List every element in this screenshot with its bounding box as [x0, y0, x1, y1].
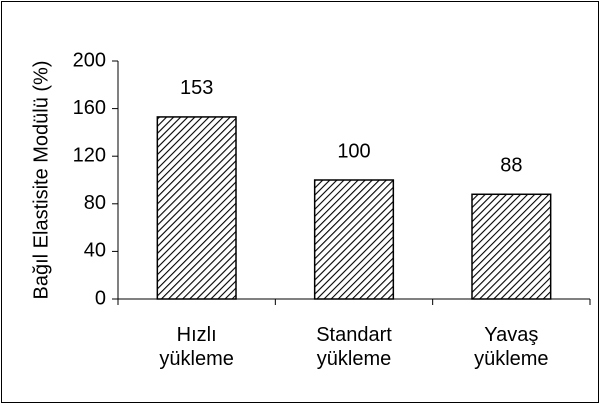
x-tick-label: Hızlı yükleme	[159, 324, 234, 370]
y-tick-label: 0	[95, 287, 106, 309]
y-tick-label: 40	[84, 240, 106, 262]
bar	[471, 193, 552, 300]
y-axis-label: Bağıl Elastisite Modülü (%)	[30, 61, 52, 300]
y-tick-label: 120	[73, 144, 106, 166]
x-tick-label: Yavaş yükleme	[474, 324, 549, 370]
data-label: 88	[500, 155, 522, 177]
bar	[313, 179, 395, 300]
data-label: 153	[180, 77, 213, 99]
y-tick-label: 160	[73, 97, 106, 119]
y-tick-label: 80	[84, 192, 106, 214]
y-tick-label: 200	[73, 49, 106, 71]
x-tick-label: Standart yükleme	[316, 324, 392, 370]
bar	[156, 116, 237, 300]
data-label: 100	[337, 140, 370, 162]
